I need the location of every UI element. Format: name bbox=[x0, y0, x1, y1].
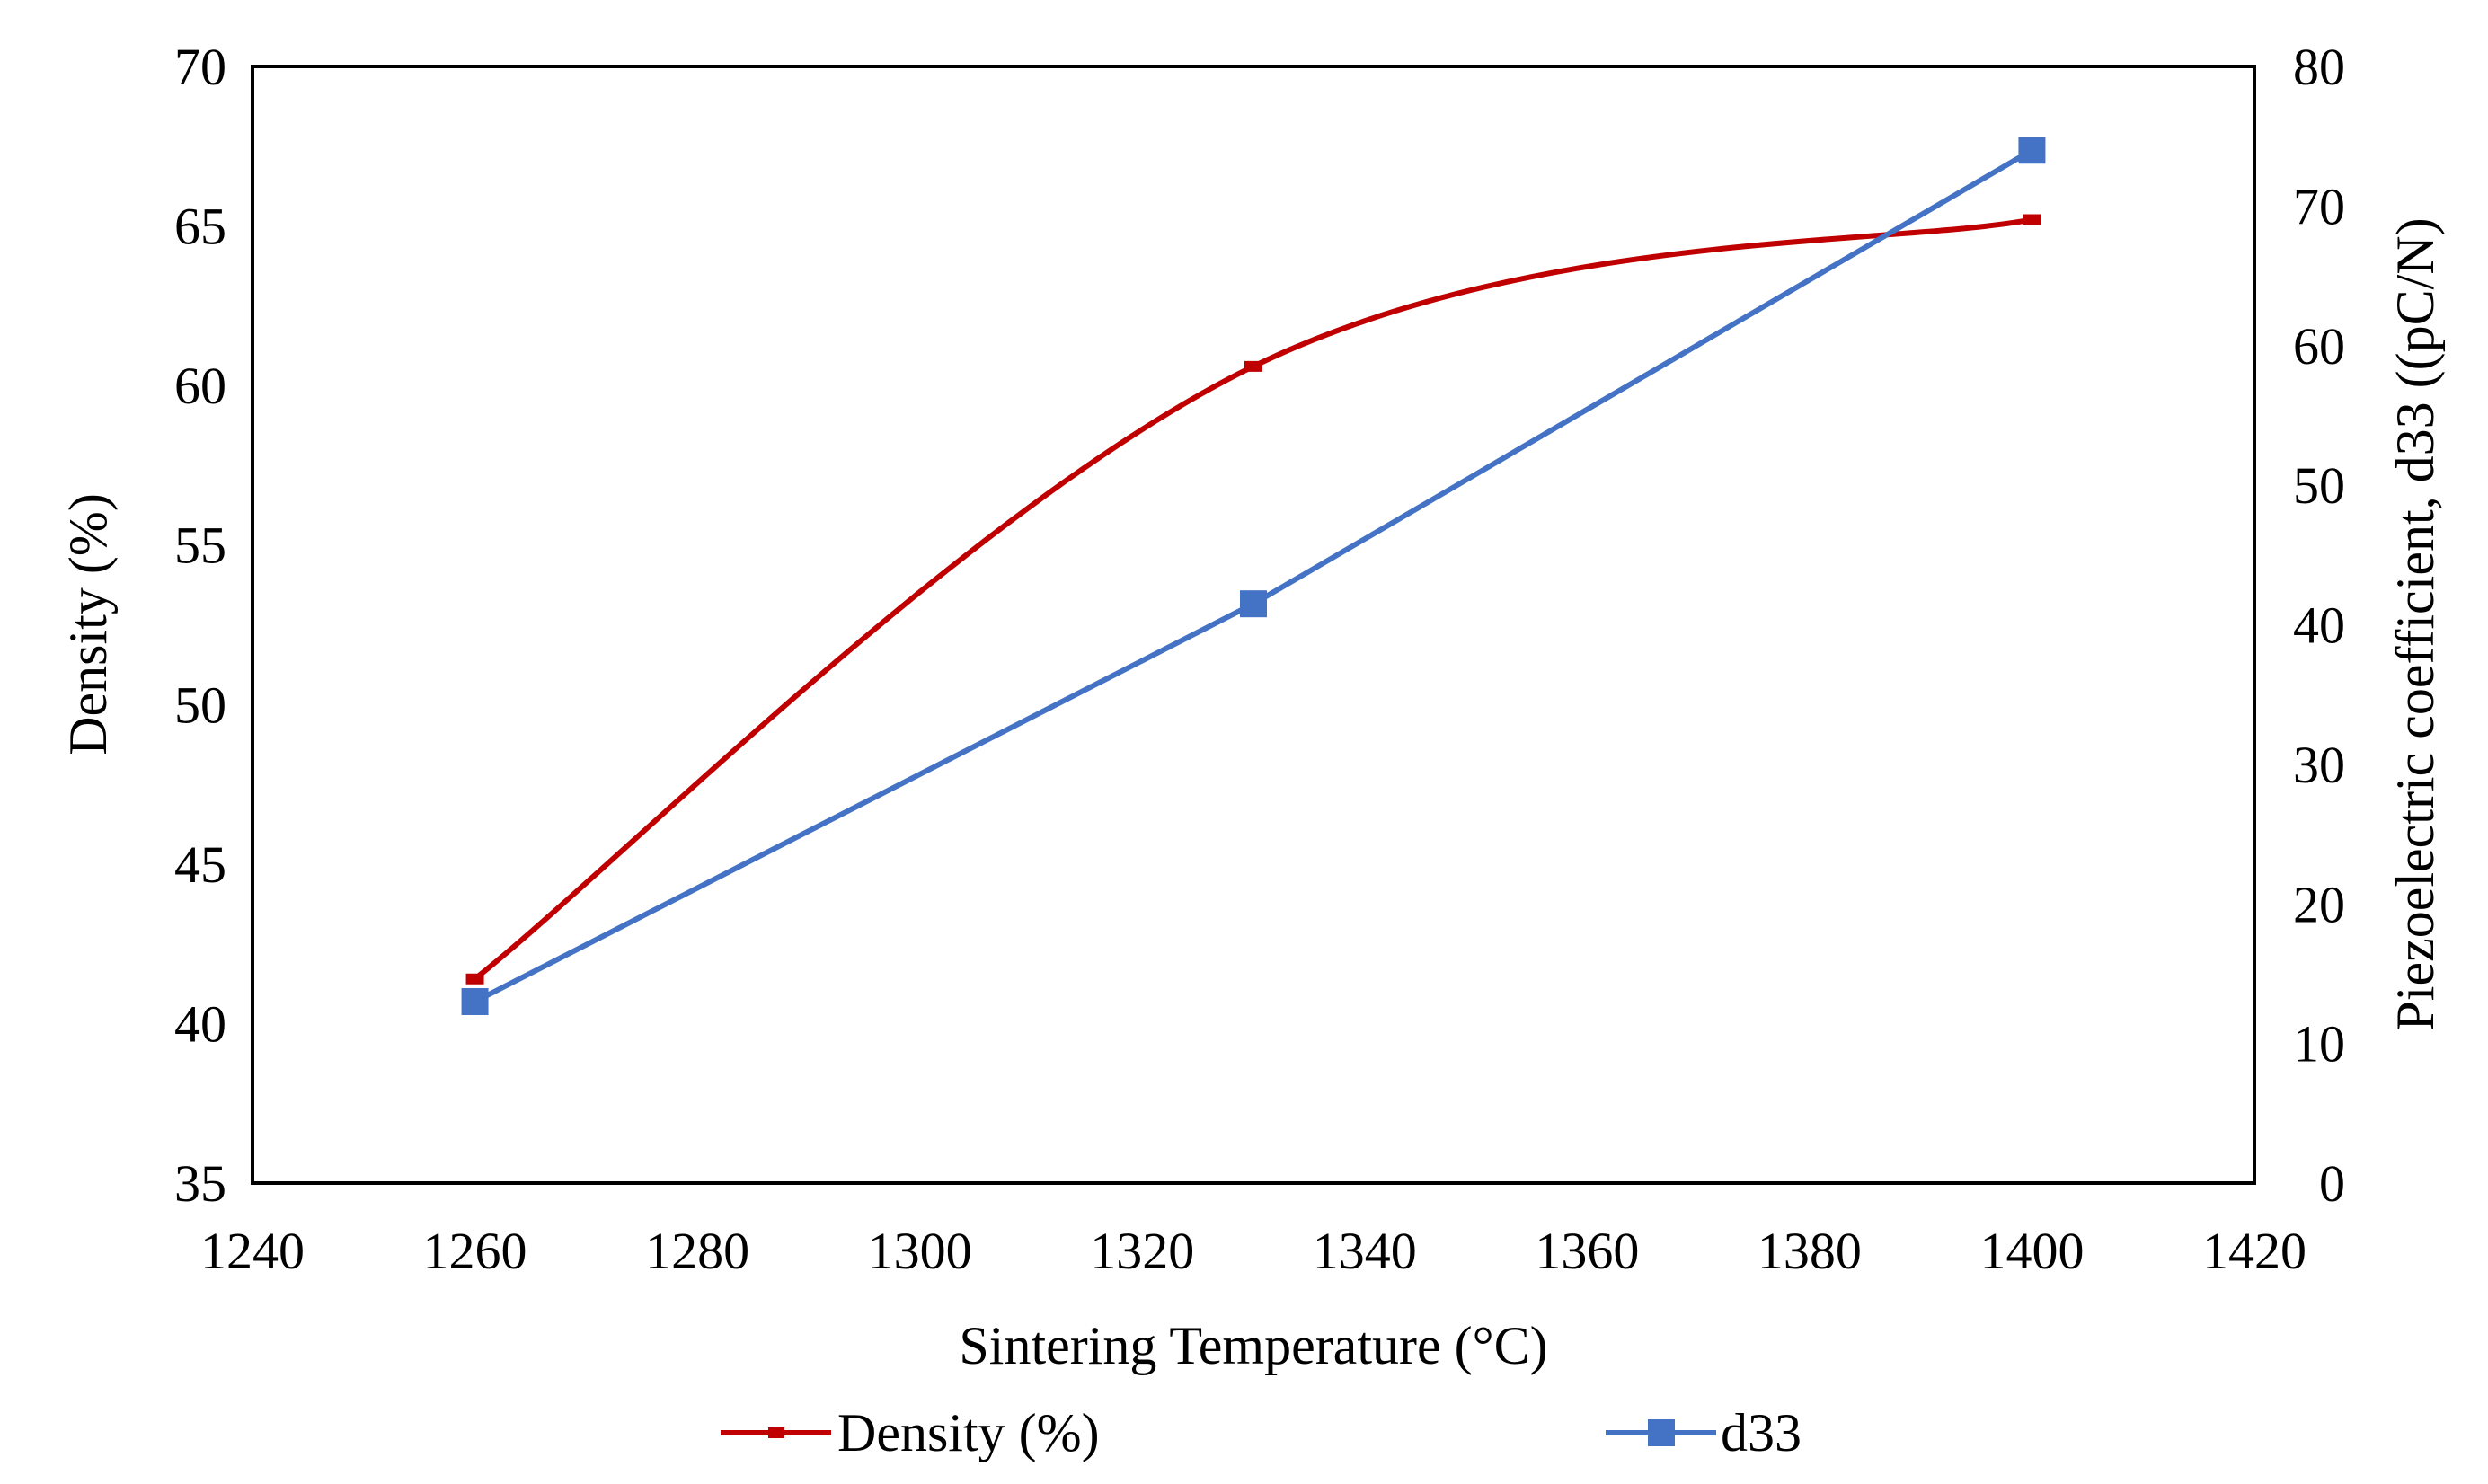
x-axis-title: Sintering Temperature (°C) bbox=[959, 1316, 1547, 1375]
x-tick-label: 1380 bbox=[1758, 1222, 1862, 1280]
plot-frame bbox=[251, 65, 2256, 1185]
y2-axis-title: Piezoelectric coefficient, d33 ((pC/N) bbox=[2386, 217, 2445, 1030]
y2-axis-ticks: 0 10 20 30 40 50 60 70 80 bbox=[2293, 38, 2345, 1213]
y2-tick-label: 30 bbox=[2293, 736, 2345, 794]
y-tick-label: 55 bbox=[174, 517, 226, 575]
series-density bbox=[465, 214, 2041, 985]
y2-tick-label: 10 bbox=[2293, 1015, 2345, 1073]
x-tick-label: 1260 bbox=[423, 1222, 527, 1280]
y2-tick-label: 20 bbox=[2293, 875, 2345, 933]
y-axis-title: Density (%) bbox=[58, 493, 118, 755]
y-tick-label: 65 bbox=[174, 198, 226, 256]
x-tick-label: 1420 bbox=[2202, 1222, 2306, 1280]
data-point-d33 bbox=[2018, 137, 2046, 164]
y-tick-label: 45 bbox=[174, 835, 226, 894]
series-layer bbox=[461, 137, 2046, 1016]
y-tick-label: 70 bbox=[174, 38, 226, 96]
legend-marker-d33 bbox=[1648, 1419, 1675, 1446]
data-point-d33 bbox=[461, 988, 489, 1016]
legend-label-d33: d33 bbox=[1721, 1403, 1802, 1462]
x-tick-label: 1400 bbox=[1979, 1222, 2084, 1280]
y2-tick-label: 40 bbox=[2293, 596, 2345, 655]
y2-tick-label: 50 bbox=[2293, 456, 2345, 515]
y-tick-label: 50 bbox=[174, 676, 226, 734]
y2-tick-label: 70 bbox=[2293, 177, 2345, 235]
x-tick-label: 1340 bbox=[1313, 1222, 1417, 1280]
y-tick-label: 35 bbox=[174, 1154, 226, 1213]
x-tick-label: 1320 bbox=[1090, 1222, 1194, 1280]
y2-tick-label: 60 bbox=[2293, 317, 2345, 375]
x-tick-label: 1280 bbox=[645, 1222, 749, 1280]
data-point-d33 bbox=[1240, 590, 1267, 618]
series-line-density bbox=[472, 216, 2035, 982]
series-d33 bbox=[461, 137, 2046, 1016]
y-tick-label: 60 bbox=[174, 357, 226, 415]
x-axis-ticks: 1240 1260 1280 1300 1320 1340 1360 1380 1400 1420 bbox=[200, 1222, 2306, 1280]
x-tick-label: 1240 bbox=[200, 1222, 305, 1280]
x-tick-label: 1300 bbox=[868, 1222, 972, 1280]
y-tick-label: 40 bbox=[174, 994, 226, 1053]
y-axis-ticks: 35 40 45 50 55 60 65 70 bbox=[174, 38, 226, 1213]
y2-tick-label: 0 bbox=[2319, 1154, 2345, 1213]
y2-tick-label: 80 bbox=[2293, 38, 2345, 96]
legend: Density (%) d33 bbox=[721, 1403, 1802, 1462]
x-tick-label: 1360 bbox=[1535, 1222, 1639, 1280]
series-line-d33 bbox=[472, 147, 2035, 1005]
legend-label-density: Density (%) bbox=[837, 1403, 1100, 1462]
